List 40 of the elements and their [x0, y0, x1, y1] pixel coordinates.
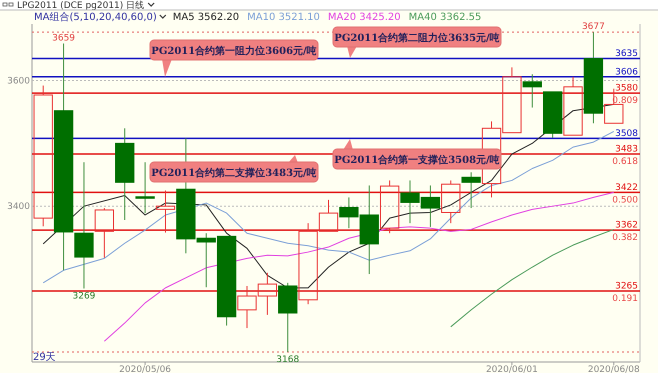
x-tick-label: 2020/05/06	[119, 365, 172, 373]
ref-line-label: 3483	[615, 144, 638, 155]
chart-title: LPG2011 (DCE pg2011) 日线	[17, 0, 144, 11]
text: MA20 3425.20	[328, 12, 401, 23]
candlestick	[461, 172, 481, 209]
text: MA40 3362.55	[408, 12, 482, 23]
candlestick	[74, 162, 94, 289]
annotation: 0.191	[612, 294, 638, 304]
line-series	[450, 228, 614, 328]
annotation: 0.382	[612, 233, 638, 244]
annotation: 3168	[276, 354, 300, 365]
ref-line-label: 3422	[615, 182, 638, 193]
text: MA10 3521.10	[247, 12, 320, 23]
y-tick-label: 3400	[7, 202, 30, 212]
annotation: PG2011合约第一阻力位3606元/吨	[151, 45, 317, 57]
candlestick	[522, 74, 542, 108]
ref-line-label: 3580	[615, 84, 638, 94]
annotation: PG2011合约第二支撑位3483元/吨	[151, 167, 317, 179]
ref-line-label: 3362	[615, 220, 638, 231]
y-tick-label: 3600	[7, 76, 30, 87]
annotation: 3659	[52, 33, 76, 44]
ref-line-label: 3606	[615, 67, 638, 78]
annotation: 0.500	[612, 195, 638, 206]
candlestick	[156, 190, 176, 234]
annotation: PG2011合约第一支撑位3508元/吨	[334, 154, 500, 166]
annotation: PG2011合约第二阻力位3635元/吨	[334, 32, 500, 44]
ref-line-label: 3265	[615, 282, 638, 292]
ref-line-label: 3508	[615, 128, 638, 139]
x-tick-label: 2020/06/01	[486, 365, 538, 373]
annotation: 3269	[72, 291, 96, 302]
legend-title: MA组合(5,10,20,40,60,0)	[34, 11, 157, 23]
line-series	[42, 130, 614, 284]
annotation: 3677	[582, 22, 605, 32]
annotation: 0.618	[612, 157, 638, 168]
ref-line-label: 3635	[615, 49, 638, 60]
x-tick-label: 2020/06/08	[588, 365, 640, 373]
candlestick	[34, 85, 53, 227]
annotation: 29天	[33, 352, 56, 363]
text: MA5 3562.20	[172, 12, 240, 23]
line-series	[104, 192, 614, 342]
